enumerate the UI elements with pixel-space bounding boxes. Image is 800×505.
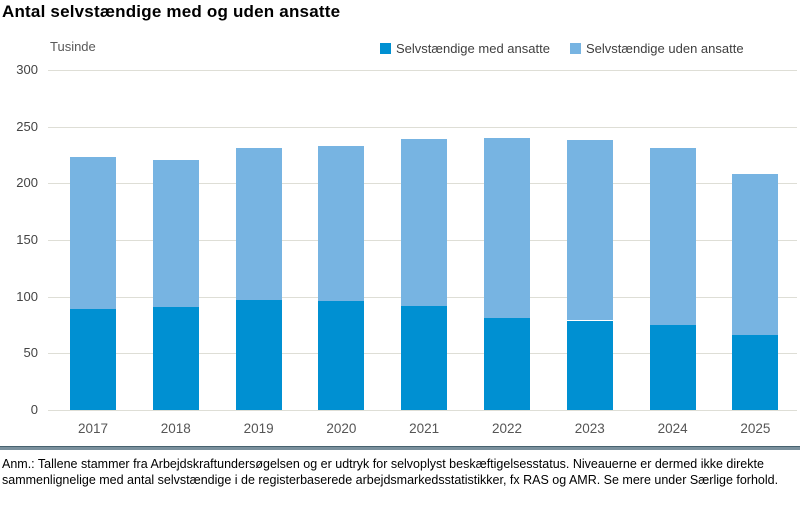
- legend-item-uden-ansatte: Selvstændige uden ansatte: [570, 40, 744, 56]
- bar-2022-med-ansatte-segment: [484, 318, 530, 410]
- legend-swatch-uden-icon: [570, 42, 581, 54]
- bar-2017-uden-ansatte-segment: [70, 157, 116, 310]
- y-axis-unit-label: Tusinde: [50, 39, 96, 54]
- gridline-0: [48, 410, 797, 411]
- x-tick-label-2021: 2021: [409, 421, 440, 436]
- bar-2018-med-ansatte-segment: [152, 306, 199, 410]
- x-tick-label-2017: 2017: [77, 421, 109, 436]
- bar-2018-uden-ansatte-segment: [152, 159, 199, 307]
- y-tick-label-250: 250: [16, 118, 38, 134]
- x-tick-label-2019: 2019: [243, 421, 274, 436]
- gridline-250: [48, 126, 797, 128]
- footer-divider: [0, 446, 800, 450]
- bar-2020-uden-ansatte-segment: [318, 145, 365, 302]
- legend-item-med-ansatte: Selvstændige med ansatte: [380, 40, 550, 56]
- y-tick-label-150: 150: [16, 232, 38, 247]
- bar-2023-med-ansatte-segment: [566, 320, 613, 410]
- legend-swatch-med-icon: [380, 42, 391, 54]
- x-tick-label-2022: 2022: [491, 421, 523, 436]
- x-tick-label-2024: 2024: [657, 421, 688, 436]
- chart-title: Antal selvstændige med og uden ansatte: [2, 2, 341, 21]
- bar-2019-med-ansatte-segment: [235, 300, 282, 410]
- bar-2025-uden-ansatte-segment: [732, 174, 779, 336]
- bar-2021-med-ansatte-segment: [401, 305, 448, 410]
- legend-label-uden-ansatte: Selvstændige uden ansatte: [586, 40, 744, 56]
- y-tick-label-0: 0: [30, 402, 38, 417]
- x-tick-label-2025: 2025: [740, 421, 771, 436]
- stacked-bar-chart: 0 50 100 150 200 250 300 2017 2018 2019 2020 2021 20…: [16, 62, 797, 436]
- y-tick-label-50: 50: [23, 345, 38, 361]
- x-tick-label-2020: 2020: [326, 421, 357, 436]
- bar-2022-uden-ansatte-segment: [484, 138, 530, 319]
- footnote: Anm.: Tallene stammer fra Arbejdskraftun…: [2, 457, 779, 488]
- x-tick-label-2018: 2018: [160, 421, 191, 436]
- bar-2024-med-ansatte-segment: [649, 325, 696, 410]
- bar-2025-med-ansatte-segment: [732, 335, 779, 410]
- chart-legend: Selvstændige med ansatte Selvstændige ud…: [0, 41, 800, 57]
- x-tick-label-2023: 2023: [574, 421, 605, 436]
- bar-2017-med-ansatte-segment: [70, 309, 116, 410]
- bar-2023-uden-ansatte-segment: [566, 140, 613, 321]
- gridline-300: [48, 70, 797, 71]
- bar-2021-uden-ansatte-segment: [401, 139, 448, 306]
- y-tick-label-300: 300: [16, 62, 38, 77]
- bar-2020-med-ansatte-segment: [318, 301, 365, 410]
- bar-2024-uden-ansatte-segment: [649, 148, 696, 325]
- y-tick-label-100: 100: [16, 288, 38, 304]
- bar-2019-uden-ansatte-segment: [235, 148, 282, 301]
- y-tick-label-200: 200: [16, 175, 38, 191]
- legend-label-med-ansatte: Selvstændige med ansatte: [396, 40, 550, 56]
